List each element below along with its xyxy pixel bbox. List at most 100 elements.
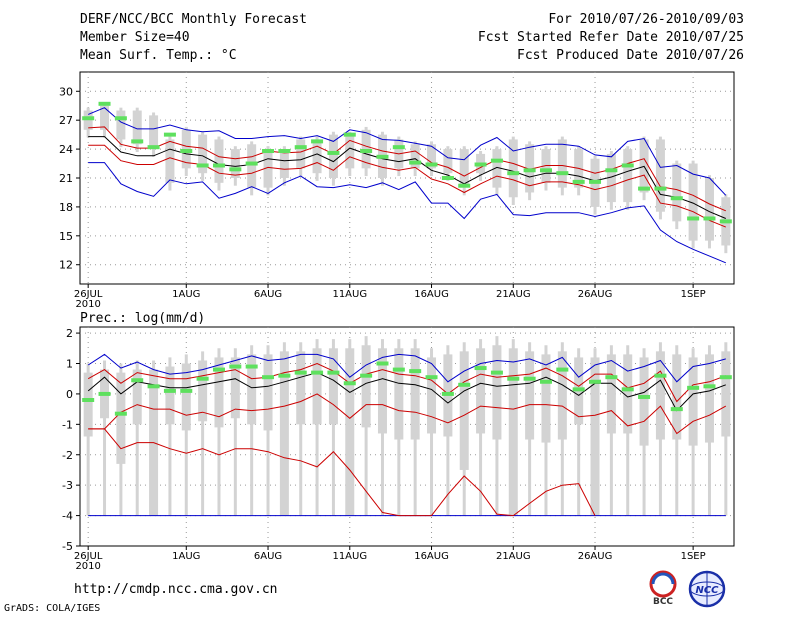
ensemble-box [427, 357, 437, 434]
ensemble-box [394, 348, 404, 440]
median-marker [638, 186, 651, 191]
x-tick-label: 16AUG [414, 551, 449, 562]
median-marker [523, 376, 536, 381]
ensemble-box [557, 139, 567, 188]
median-marker [294, 370, 307, 375]
ensemble-box [606, 153, 616, 203]
ensemble-box [214, 357, 224, 428]
ensemble-box [83, 372, 93, 437]
median-marker [196, 376, 209, 381]
x-tick-label: 6AUG [254, 289, 282, 300]
median-marker [245, 161, 258, 166]
ensemble-box [230, 149, 240, 178]
ensemble-box [312, 348, 322, 425]
median-marker [605, 168, 618, 173]
y-tick-label: 2 [66, 327, 73, 340]
spread-upper-line [87, 362, 726, 403]
median-marker [425, 162, 438, 167]
y-tick-label: -4 [62, 510, 73, 523]
median-marker [114, 411, 127, 416]
ensemble-box [672, 163, 682, 222]
ensemble-box [492, 149, 502, 188]
ensemble-box [328, 134, 338, 178]
x-tick-sublabel: 2010 [75, 561, 100, 572]
ensemble-box [410, 348, 420, 440]
ensemble-box [165, 139, 175, 183]
median-marker [474, 366, 487, 371]
median-marker [343, 381, 356, 386]
member-size-label: Member Size=40 [80, 30, 190, 45]
source-url[interactable]: http://cmdp.ncc.cma.gov.cn [74, 582, 278, 597]
median-marker [409, 160, 422, 165]
median-marker [229, 364, 242, 369]
spread-lower-line [88, 144, 726, 228]
median-marker [654, 373, 667, 378]
median-marker [212, 163, 225, 168]
ensemble-box [476, 348, 486, 434]
median-marker [572, 387, 585, 392]
median-marker [670, 407, 683, 412]
x-tick-sublabel: 2010 [75, 299, 100, 310]
y-tick-label: 18 [59, 201, 73, 214]
y-tick-label: 21 [59, 172, 73, 185]
forecast-period: For 2010/07/26-2010/09/03 [548, 12, 744, 27]
median-marker [229, 167, 242, 172]
ensemble-box [508, 139, 518, 198]
median-marker [409, 369, 422, 374]
ensemble-box [132, 369, 142, 425]
variable-label: Mean Surf. Temp.: °C [80, 48, 237, 63]
y-tick-label: 24 [59, 143, 73, 156]
median-marker [490, 370, 503, 375]
median-marker [343, 132, 356, 137]
chart-title: DERF/NCC/BCC Monthly Forecast [80, 12, 307, 27]
median-marker [474, 162, 487, 167]
bcc-logo-text: BCC [653, 597, 673, 607]
ensemble-box [116, 372, 126, 464]
y-tick-label: 12 [59, 259, 73, 272]
median-marker [262, 375, 275, 380]
median-marker [687, 216, 700, 221]
ensemble-box [623, 149, 633, 203]
median-marker [163, 388, 176, 393]
ensemble-box [704, 354, 714, 443]
median-marker [719, 219, 732, 224]
median-marker [687, 385, 700, 390]
median-marker [180, 388, 193, 393]
x-tick-label: 26AUG [578, 289, 613, 300]
median-marker [605, 375, 618, 380]
ensemble-box [606, 354, 616, 434]
ensemble-box [655, 139, 665, 212]
median-marker [572, 179, 585, 184]
ensemble-box [263, 149, 273, 188]
median-marker [360, 149, 373, 154]
median-marker [638, 394, 651, 399]
median-marker [441, 391, 454, 396]
median-marker [507, 376, 520, 381]
ensemble-box [345, 348, 355, 516]
median-marker [180, 149, 193, 154]
median-marker [556, 367, 569, 372]
median-marker [523, 168, 536, 173]
x-tick-label: 16AUG [414, 289, 449, 300]
ensemble-box [165, 366, 175, 425]
ensemble-box [688, 163, 698, 241]
ensemble-box [198, 360, 208, 422]
median-marker [131, 139, 144, 144]
ensemble-box [181, 363, 191, 431]
ensemble-box [149, 115, 159, 150]
median-marker [82, 116, 95, 121]
ensemble-box [345, 134, 355, 169]
median-marker [703, 216, 716, 221]
x-tick-label: 6AUG [254, 551, 282, 562]
x-tick-label: 1SEP [681, 289, 706, 300]
ensemble-mean-line [87, 372, 726, 412]
median-marker [98, 101, 111, 106]
median-marker [327, 370, 340, 375]
y-tick-label: 15 [59, 230, 73, 243]
ensemble-box [263, 354, 273, 431]
median-marker [360, 373, 373, 378]
ensemble-box [508, 348, 518, 516]
median-marker [294, 145, 307, 150]
